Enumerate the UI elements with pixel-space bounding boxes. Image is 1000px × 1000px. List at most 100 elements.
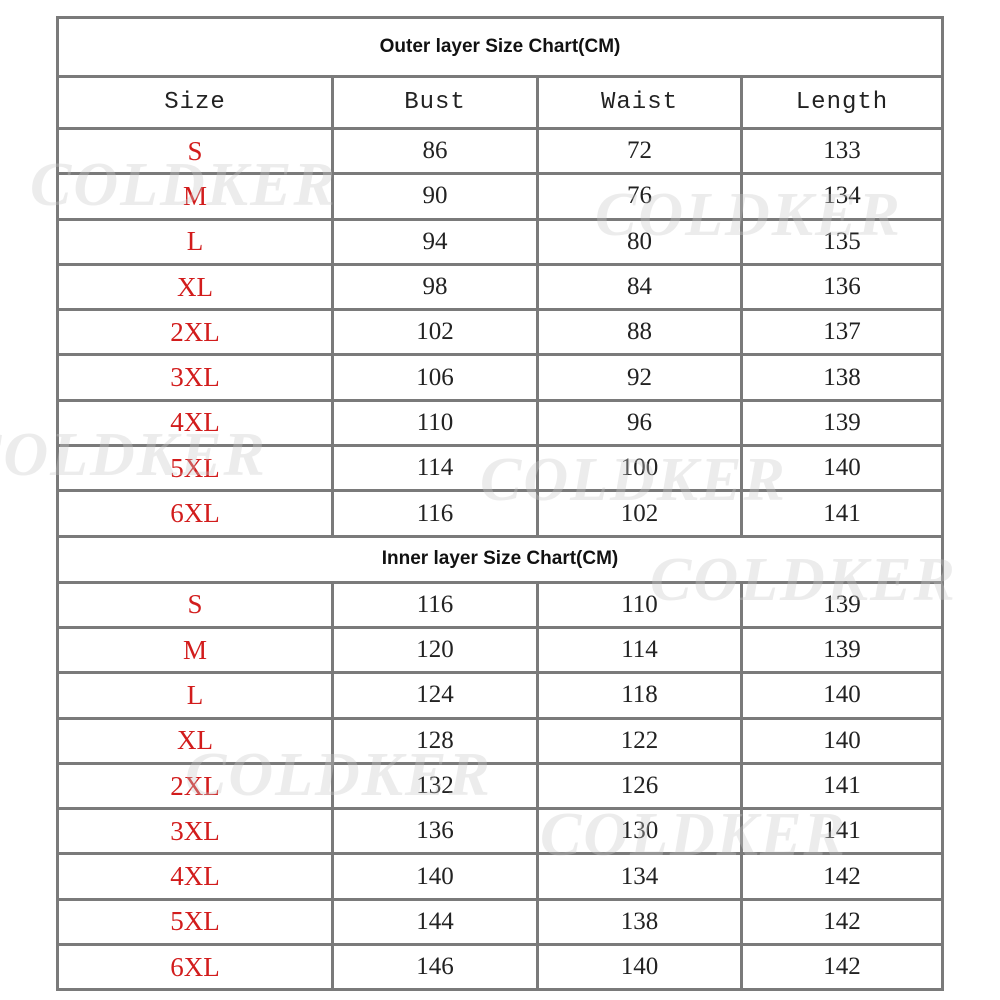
size-cell: L bbox=[186, 226, 204, 257]
length-cell: 141 bbox=[740, 810, 941, 853]
column-header-bust: Bust bbox=[331, 78, 536, 127]
table-row: 5XL 144 138 142 bbox=[59, 897, 941, 944]
size-cell: 6XL bbox=[170, 951, 220, 982]
table-row: S 116 110 139 bbox=[59, 580, 941, 626]
bust-cell: 128 bbox=[331, 719, 536, 762]
waist-cell: 92 bbox=[536, 356, 740, 399]
bust-cell: 116 bbox=[331, 583, 536, 626]
table-row: XL 98 84 136 bbox=[59, 262, 941, 309]
waist-cell: 134 bbox=[536, 855, 740, 898]
length-cell: 142 bbox=[740, 900, 941, 944]
column-header-size: Size bbox=[164, 89, 226, 116]
size-cell: 3XL bbox=[170, 815, 220, 846]
length-cell: 137 bbox=[740, 311, 941, 354]
waist-cell: 138 bbox=[536, 900, 740, 944]
section-title: Outer layer Size Chart(CM) bbox=[379, 36, 621, 57]
length-cell: 139 bbox=[740, 583, 941, 626]
section-title-row: Outer layer Size Chart(CM) bbox=[59, 19, 941, 75]
waist-cell: 76 bbox=[536, 175, 740, 218]
bust-cell: 120 bbox=[331, 628, 536, 672]
waist-cell: 72 bbox=[536, 130, 740, 173]
column-header-waist: Waist bbox=[536, 78, 740, 127]
waist-cell: 130 bbox=[536, 810, 740, 853]
bust-cell: 110 bbox=[331, 401, 536, 445]
waist-cell: 110 bbox=[536, 583, 740, 626]
table-row: 3XL 106 92 138 bbox=[59, 353, 941, 399]
length-cell: 140 bbox=[740, 674, 941, 717]
size-cell: 4XL bbox=[170, 861, 220, 892]
size-cell: S bbox=[187, 135, 203, 166]
bust-cell: 86 bbox=[331, 130, 536, 173]
bust-cell: 106 bbox=[331, 356, 536, 399]
waist-cell: 96 bbox=[536, 401, 740, 445]
waist-cell: 118 bbox=[536, 674, 740, 717]
waist-cell: 100 bbox=[536, 447, 740, 490]
size-cell: L bbox=[186, 679, 204, 710]
size-chart-table: Outer layer Size Chart(CM) Size Bust Waist L… bbox=[56, 16, 944, 992]
waist-cell: 122 bbox=[536, 719, 740, 762]
header-row: Size Bust Waist Length bbox=[59, 75, 941, 127]
table-row: 4XL 110 96 139 bbox=[59, 398, 941, 445]
table-row: 6XL 146 140 142 bbox=[59, 943, 941, 989]
table-row: S 86 72 133 bbox=[59, 127, 941, 173]
size-cell: 5XL bbox=[170, 452, 220, 483]
size-cell: 3XL bbox=[170, 362, 220, 393]
size-cell: 2XL bbox=[170, 316, 220, 347]
length-cell: 142 bbox=[740, 946, 941, 989]
table-row: 6XL 116 102 141 bbox=[59, 489, 941, 535]
bust-cell: 98 bbox=[331, 265, 536, 309]
length-cell: 140 bbox=[740, 447, 941, 490]
table-row: M 120 114 139 bbox=[59, 625, 941, 672]
table-row: L 124 118 140 bbox=[59, 671, 941, 717]
waist-cell: 88 bbox=[536, 311, 740, 354]
waist-cell: 80 bbox=[536, 220, 740, 263]
table-row: 3XL 136 130 141 bbox=[59, 807, 941, 853]
section-title: Inner layer Size Chart(CM) bbox=[381, 548, 619, 570]
size-cell: S bbox=[187, 589, 203, 620]
bust-cell: 146 bbox=[331, 946, 536, 989]
waist-cell: 126 bbox=[536, 764, 740, 808]
table-row: 2XL 102 88 137 bbox=[59, 308, 941, 354]
waist-cell: 140 bbox=[536, 946, 740, 989]
length-cell: 139 bbox=[740, 401, 941, 445]
size-cell: 6XL bbox=[170, 498, 220, 529]
length-cell: 140 bbox=[740, 719, 941, 762]
bust-cell: 124 bbox=[331, 674, 536, 717]
table-row: 2XL 132 126 141 bbox=[59, 761, 941, 808]
size-cell: XL bbox=[177, 725, 213, 756]
bust-cell: 140 bbox=[331, 855, 536, 898]
size-cell: XL bbox=[177, 271, 213, 302]
length-cell: 136 bbox=[740, 265, 941, 309]
length-cell: 135 bbox=[740, 220, 941, 263]
bust-cell: 90 bbox=[331, 175, 536, 218]
size-cell: 2XL bbox=[170, 770, 220, 801]
size-cell: 4XL bbox=[170, 407, 220, 438]
length-cell: 141 bbox=[740, 764, 941, 808]
table-row: L 94 80 135 bbox=[59, 217, 941, 263]
bust-cell: 144 bbox=[331, 900, 536, 944]
bust-cell: 114 bbox=[331, 447, 536, 490]
size-cell: M bbox=[182, 180, 207, 211]
bust-cell: 102 bbox=[331, 311, 536, 354]
table-row: M 90 76 134 bbox=[59, 172, 941, 218]
table-row: XL 128 122 140 bbox=[59, 716, 941, 762]
section-title-row: Inner layer Size Chart(CM) bbox=[59, 534, 941, 581]
waist-cell: 102 bbox=[536, 492, 740, 535]
length-cell: 133 bbox=[740, 130, 941, 173]
size-cell: M bbox=[182, 634, 207, 665]
bust-cell: 94 bbox=[331, 220, 536, 263]
length-cell: 141 bbox=[740, 492, 941, 535]
table-row: 5XL 114 100 140 bbox=[59, 444, 941, 490]
bust-cell: 136 bbox=[331, 810, 536, 853]
bust-cell: 132 bbox=[331, 764, 536, 808]
length-cell: 134 bbox=[740, 175, 941, 218]
waist-cell: 84 bbox=[536, 265, 740, 309]
length-cell: 138 bbox=[740, 356, 941, 399]
table-row: 4XL 140 134 142 bbox=[59, 852, 941, 898]
column-header-length: Length bbox=[740, 78, 941, 127]
length-cell: 139 bbox=[740, 628, 941, 672]
bust-cell: 116 bbox=[331, 492, 536, 535]
waist-cell: 114 bbox=[536, 628, 740, 672]
size-cell: 5XL bbox=[170, 906, 220, 937]
length-cell: 142 bbox=[740, 855, 941, 898]
